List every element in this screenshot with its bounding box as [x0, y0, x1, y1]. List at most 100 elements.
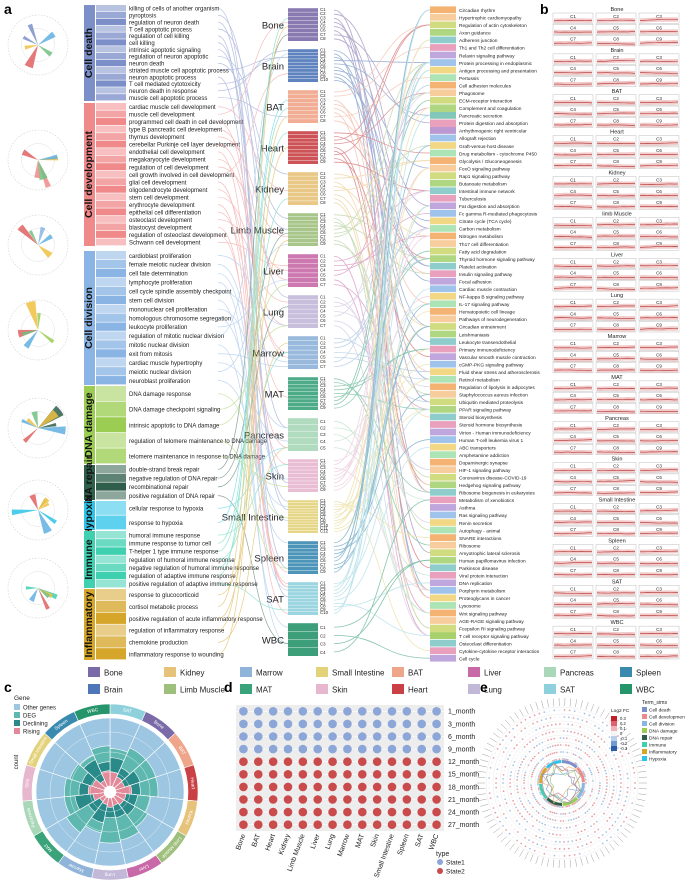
pathway-swatch: [430, 564, 456, 572]
state-dot: [432, 770, 441, 779]
term-swatch: [96, 417, 126, 433]
trend-cell-label: C2: [613, 423, 619, 428]
pathway-swatch: [430, 609, 456, 617]
term-swatch: [96, 563, 126, 572]
radial-cell: [563, 709, 566, 711]
radial-cell: [563, 848, 566, 850]
radial-cell: [521, 760, 524, 763]
pathway-row: Cardiac muscle contraction: [430, 285, 517, 293]
pathway-label: ECM-receptor interaction: [459, 99, 513, 105]
radial-cell: [593, 716, 595, 719]
legend-label: Limb Muscle: [180, 686, 225, 695]
trend-cell-label: C3: [656, 259, 662, 264]
term-swatch: [96, 491, 126, 500]
term-label: DNA damage checkpoint signaling: [129, 408, 220, 414]
trend-cell-label: C4: [570, 516, 576, 521]
glyph-slice: [24, 45, 38, 50]
radial-cell: [568, 709, 571, 712]
radial-cell: [531, 771, 534, 774]
radial-cell: [587, 827, 589, 829]
radial-cell: [511, 796, 513, 799]
radial-cell: [530, 782, 532, 784]
pathway-swatch: [430, 428, 456, 436]
trend-cell: [638, 421, 680, 433]
trend-line: [596, 510, 636, 512]
term-swatch: [96, 636, 126, 648]
radial-cell: [496, 795, 499, 798]
state-dot: [298, 757, 308, 766]
category-inflammatory: Inflammatory response to glucocorticoidco…: [83, 589, 263, 660]
radial-cell: [545, 732, 547, 735]
radial-cell: [523, 782, 525, 784]
term-swatch: [96, 555, 126, 563]
pathway-row: Porphyrin metabolism: [430, 586, 505, 595]
radial-cell: [540, 805, 543, 807]
pathway-row: T cell receptor signaling pathway: [430, 632, 529, 640]
trend-cell-label: C2: [613, 14, 619, 19]
radial-term-tick: [484, 748, 492, 752]
trend-cell-label: C4: [570, 352, 576, 357]
link-cluster-pathway: [333, 73, 431, 267]
legend-swatch: [620, 684, 632, 694]
radial-term-tick: [477, 770, 486, 773]
pathway-swatch: [430, 179, 456, 187]
term-swatch: [96, 32, 126, 39]
gene-legend-swatch: [14, 720, 20, 726]
radial-cell: [593, 802, 596, 805]
pathway-label: Nitrogen metabolism: [459, 234, 503, 240]
pathway-label: NF-kappa B signaling pathway: [459, 295, 525, 301]
glyph-slice: [24, 45, 38, 69]
radial-cell: [617, 798, 620, 801]
trend-line: [639, 276, 679, 279]
trend-cell-label: C8: [613, 486, 619, 491]
trend-cell: [552, 64, 594, 76]
radial-cell: [587, 798, 590, 801]
panel-letter-c: c: [4, 679, 12, 695]
radial-cell: [530, 775, 533, 778]
sector-label: MAT: [43, 842, 54, 853]
link-term-cluster: [217, 240, 289, 619]
trend-cell: [638, 228, 680, 240]
radial-cell: [512, 799, 515, 802]
pathway-label: Citrate cycle (TCA cycle): [459, 219, 512, 225]
radial-term-tick: [600, 849, 605, 857]
radial-cell: [507, 806, 510, 808]
trend-cell-label: C1: [570, 627, 576, 632]
radial-cell: [559, 827, 562, 829]
radial-cell: [594, 831, 596, 833]
radial-cell: [552, 759, 554, 762]
radial-cell: [632, 797, 635, 800]
cluster-label: C5: [320, 445, 326, 450]
radial-cell: [513, 747, 516, 750]
term-label: erythrocyte development: [129, 203, 195, 209]
pathway-row: Antigen processing and presentation: [430, 66, 537, 74]
category-bar: [84, 251, 95, 385]
radial-cell: [614, 758, 617, 760]
pathway-swatch: [430, 436, 456, 443]
trend-cell-label: C2: [613, 137, 619, 142]
state-dot: [402, 795, 412, 804]
radial-cell: [533, 849, 536, 852]
pathway-row: Insulin signaling pathway: [430, 270, 513, 278]
trend-cell-label: C9: [656, 445, 662, 450]
term-label: cardiac muscle cell development: [129, 105, 216, 111]
radial-cell: [523, 790, 526, 792]
cluster-label: C8: [320, 155, 326, 160]
radial-cell: [533, 808, 536, 811]
link-cluster-pathway: [333, 99, 431, 493]
state-dot: [239, 707, 248, 716]
term-swatch: [96, 268, 126, 278]
radial-cell: [511, 767, 513, 770]
link-cluster-pathway: [333, 295, 431, 462]
radial-cell: [537, 777, 540, 779]
radial-cell: [593, 813, 596, 816]
pathway-label: Pancreatic secretion: [459, 114, 503, 120]
trend-cell: [638, 351, 680, 362]
trend-cell-label: C7: [570, 282, 576, 287]
state-dot: [417, 744, 427, 754]
trend-block-title: limb Muscle: [602, 211, 632, 217]
term-swatch: [96, 140, 126, 148]
radial-cell: [528, 813, 531, 816]
radial-cell: [524, 845, 527, 848]
